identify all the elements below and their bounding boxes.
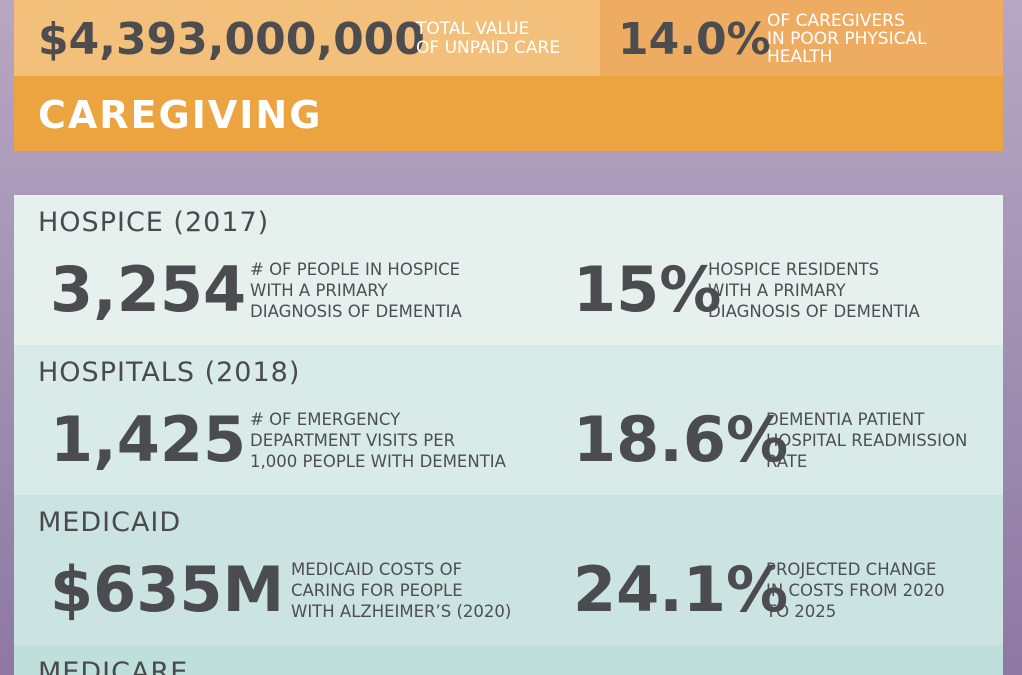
section-title: HOSPICE (2017) <box>38 207 270 238</box>
stat-value: 3,254 <box>50 253 247 326</box>
stat-value: $4,393,000,000 <box>38 14 425 65</box>
section-title: MEDICAID <box>38 507 182 538</box>
hospice-section: HOSPICE (2017) 3,254 # OF PEOPLE IN HOSP… <box>14 195 1003 345</box>
stat-label: # OF EMERGENCY DEPARTMENT VISITS PER 1,0… <box>250 410 506 471</box>
poor-health-stat: 14.0% OF CAREGIVERS IN POOR PHYSICAL HEA… <box>600 0 1003 76</box>
medicare-section: MEDICARE <box>14 645 1003 675</box>
stat-label: HOSPICE RESIDENTS WITH A PRIMARY DIAGNOS… <box>708 260 920 321</box>
stat-label: TOTAL VALUE OF UNPAID CARE <box>416 19 561 58</box>
stat-value: 24.1% <box>573 553 789 626</box>
caregiving-card: $4,393,000,000 TOTAL VALUE OF UNPAID CAR… <box>14 0 1003 151</box>
stat-value: 15% <box>573 253 722 326</box>
stat-label: MEDICAID COSTS OF CARING FOR PEOPLE WITH… <box>291 560 512 621</box>
caregiving-title-bar: CAREGIVING <box>14 76 1003 151</box>
stat-label: OF CAREGIVERS IN POOR PHYSICAL HEALTH <box>767 11 927 67</box>
section-title: HOSPITALS (2018) <box>38 357 301 388</box>
unpaid-care-stat: $4,393,000,000 TOTAL VALUE OF UNPAID CAR… <box>14 0 600 76</box>
stat-value: 1,425 <box>50 403 247 476</box>
section-title: CAREGIVING <box>38 93 323 137</box>
medicaid-section: MEDICAID $635M MEDICAID COSTS OF CARING … <box>14 495 1003 645</box>
stat-label: PROJECTED CHANGE IN COSTS FROM 2020 TO 2… <box>766 560 945 621</box>
stat-value: $635M <box>50 553 285 626</box>
caregiving-stats-strip: $4,393,000,000 TOTAL VALUE OF UNPAID CAR… <box>14 0 1003 76</box>
hospitals-section: HOSPITALS (2018) 1,425 # OF EMERGENCY DE… <box>14 345 1003 495</box>
stat-value: 18.6% <box>573 403 789 476</box>
stats-panel: HOSPICE (2017) 3,254 # OF PEOPLE IN HOSP… <box>14 195 1003 675</box>
stat-value: 14.0% <box>618 14 771 65</box>
section-title: MEDICARE <box>38 657 189 675</box>
stat-label: # OF PEOPLE IN HOSPICE WITH A PRIMARY DI… <box>250 260 462 321</box>
stat-label: DEMENTIA PATIENT HOSPITAL READMISSION RA… <box>766 410 968 471</box>
